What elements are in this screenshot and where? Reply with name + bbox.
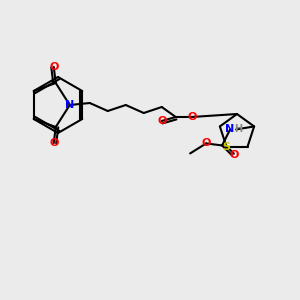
- Text: H: H: [234, 124, 242, 134]
- Text: O: O: [201, 138, 211, 148]
- Text: O: O: [157, 116, 167, 126]
- Text: O: O: [49, 138, 58, 148]
- Text: N: N: [65, 100, 74, 110]
- Text: O: O: [187, 112, 196, 122]
- Text: N: N: [226, 124, 235, 134]
- Text: O: O: [49, 62, 58, 72]
- Text: O: O: [230, 150, 239, 161]
- Text: S: S: [222, 142, 230, 152]
